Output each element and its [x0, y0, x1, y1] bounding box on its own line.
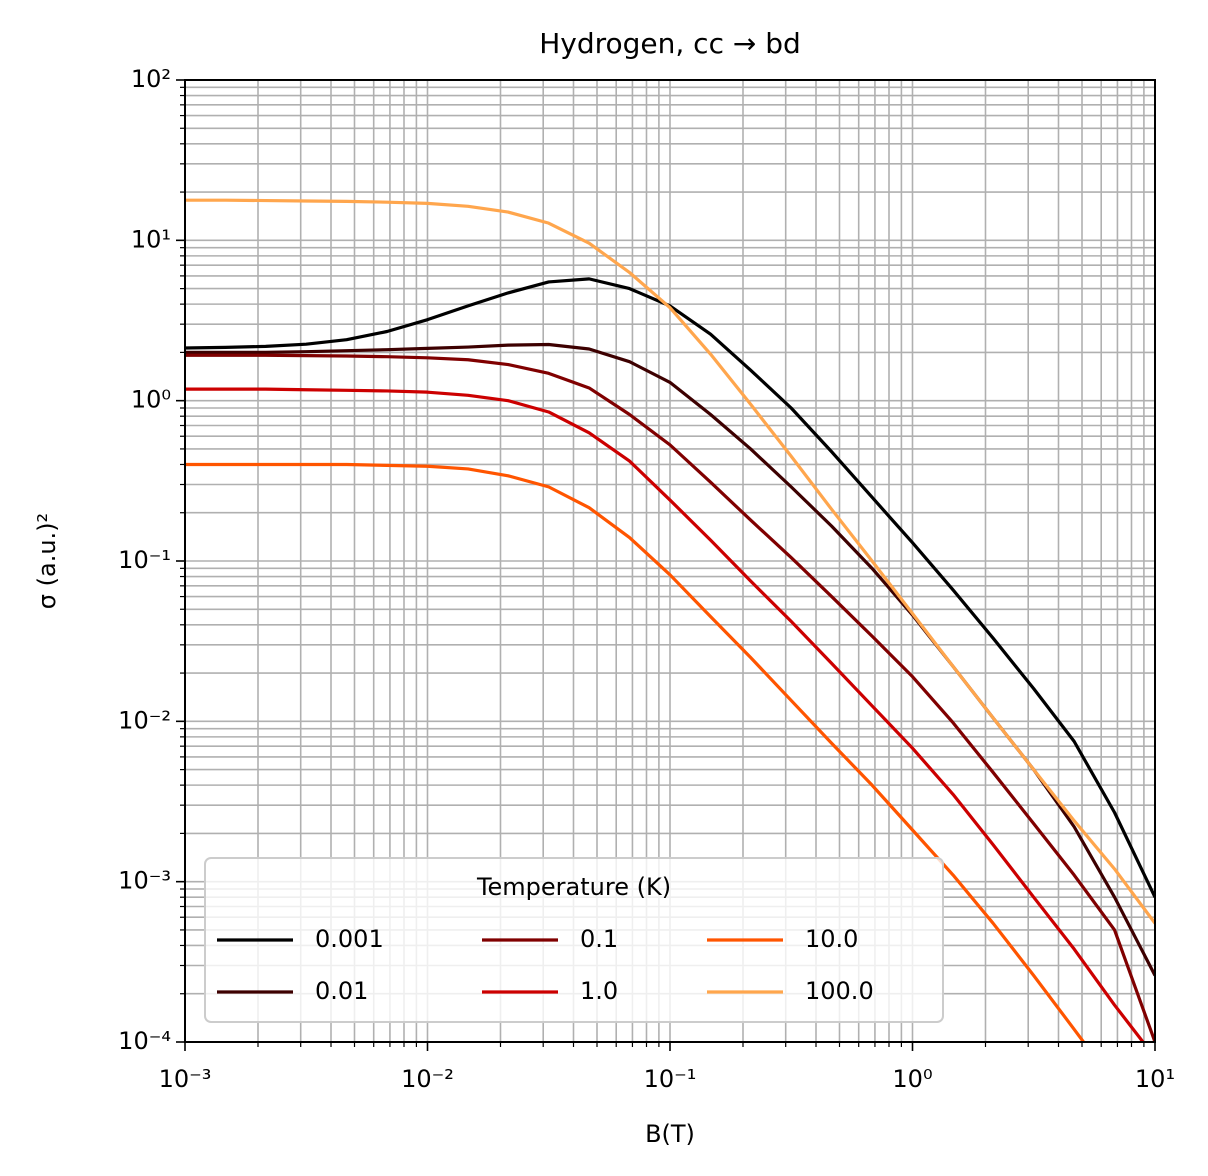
y-tick-label: 10⁰: [131, 386, 171, 414]
plot-lines: [185, 198, 1155, 1042]
ticks: 10⁻³ 10⁻² 10⁻¹ 10⁰ 10¹ 10⁻⁴ 10⁻³ 10⁻² 10⁻¹ 10⁰ 10¹…: [118, 65, 1175, 1093]
x-tick-label: 10¹: [1135, 1065, 1175, 1093]
y-tick-label: 10⁻¹: [118, 546, 171, 574]
x-tick-label: 10⁰: [892, 1065, 932, 1093]
legend-label: 100.0: [805, 977, 874, 1005]
y-axis-label: σ (a.u.)²: [33, 513, 61, 609]
legend-title: Temperature (K): [476, 873, 671, 901]
series-line: [185, 387, 1146, 1042]
legend-label: 1.0: [580, 977, 618, 1005]
series-line: [185, 462, 1086, 1042]
legend-label: 10.0: [805, 925, 858, 953]
x-tick-label: 10⁻³: [159, 1065, 212, 1093]
legend-label: 0.001: [315, 925, 384, 953]
y-tick-label: 10²: [131, 65, 171, 93]
x-axis-label: B(T): [645, 1120, 695, 1148]
series-line: [185, 198, 1155, 925]
y-tick-label: 10⁻³: [118, 867, 171, 895]
y-tick-label: 10¹: [131, 225, 171, 253]
x-tick-label: 10⁻¹: [644, 1065, 697, 1093]
x-tick-label: 10⁻²: [401, 1065, 454, 1093]
y-tick-label: 10⁻²: [118, 706, 171, 734]
y-tick-label: 10⁻⁴: [118, 1027, 171, 1055]
legend-box: [204, 857, 944, 1023]
chart-title: Hydrogen, cc → bd: [539, 27, 801, 60]
legend-label: 0.1: [580, 925, 618, 953]
legend: Temperature (K) 0.001 0.01 0.1 1.0 10.0 100.0: [204, 857, 944, 1023]
series-line: [185, 353, 1155, 1042]
legend-label: 0.01: [315, 977, 368, 1005]
